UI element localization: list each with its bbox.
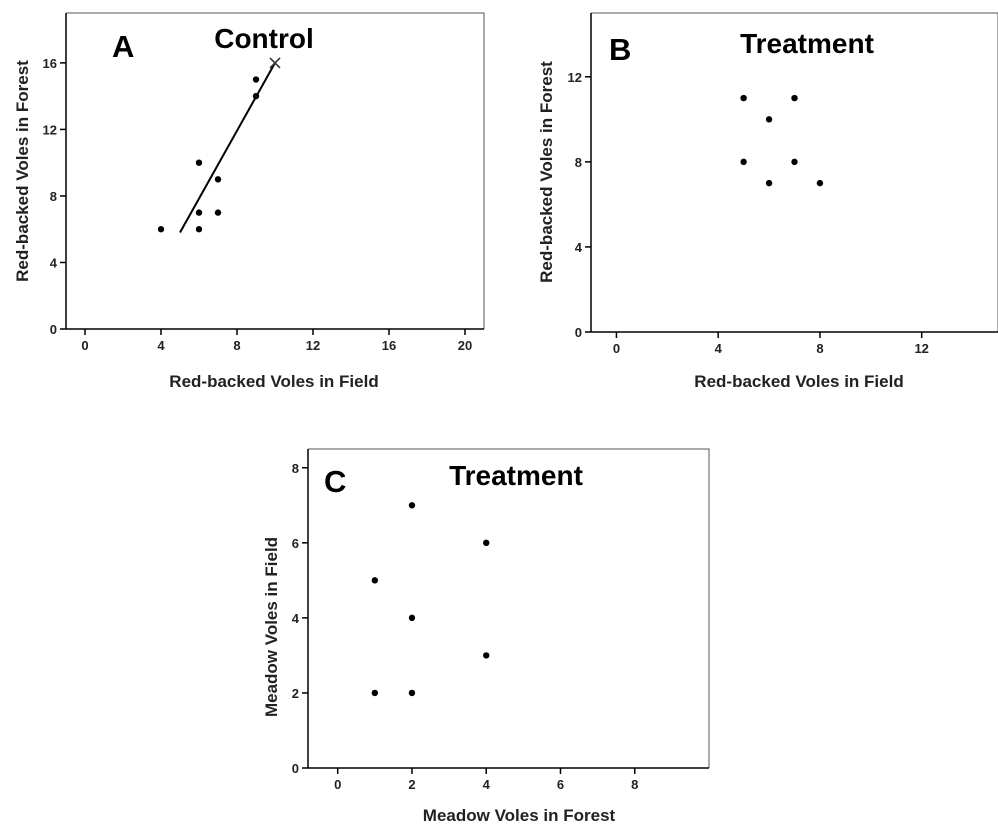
x-marker [269, 57, 281, 69]
x-tick-label: 4 [483, 777, 491, 792]
data-point [252, 92, 260, 100]
y-tick-label: 6 [292, 536, 299, 551]
plot-frame [591, 12, 998, 332]
x-tick-label: 20 [458, 338, 472, 353]
data-point [195, 226, 203, 233]
y-axis-title: Red-backed Voles in Forest [537, 61, 556, 283]
x-tick-label: 8 [631, 777, 638, 792]
data-point [740, 158, 747, 166]
chart-panel-c: 0 2 4 6 8 0 2 4 6 8 Meadow Voles in Forest Meadow V… [262, 448, 710, 825]
data-point [408, 614, 416, 622]
panel-title: Treatment [740, 28, 874, 59]
y-tick-label: 0 [292, 761, 299, 776]
regression-line [179, 62, 276, 234]
data-point [214, 176, 222, 183]
data-point [765, 116, 773, 123]
x-tick-label: 0 [334, 777, 341, 792]
x-tick-label: 2 [408, 777, 415, 792]
data-point [765, 179, 773, 187]
data-point [816, 179, 824, 187]
x-axis-title: Red-backed Voles in Field [694, 372, 903, 391]
y-axis-title: Meadow Voles in Field [262, 537, 281, 717]
plot-frame [66, 12, 485, 329]
panel-letter: B [609, 32, 631, 67]
y-tick-label: 0 [50, 322, 57, 337]
y-tick-label: 16 [43, 56, 57, 71]
y-tick-label: 8 [292, 461, 299, 476]
x-tick-label: 8 [816, 341, 823, 356]
data-point [791, 158, 798, 166]
x-axis-title: Red-backed Voles in Field [169, 372, 378, 391]
y-tick-label: 4 [50, 255, 58, 270]
x-tick-label: 8 [233, 338, 240, 353]
data-point [408, 502, 416, 509]
data-point [371, 577, 379, 584]
data-point [252, 76, 260, 83]
y-tick-label: 4 [292, 611, 300, 626]
data-point [408, 689, 416, 697]
x-tick-label: 12 [306, 338, 320, 353]
data-point [483, 652, 490, 659]
data-point [195, 209, 203, 216]
x-tick-label: 12 [914, 341, 928, 356]
x-tick-label: 4 [157, 338, 165, 353]
x-tick-label: 4 [715, 341, 723, 356]
y-tick-label: 12 [568, 70, 582, 85]
y-tick-label: 4 [575, 240, 583, 255]
plot-frame [308, 448, 710, 768]
data-point [157, 226, 165, 233]
chart-panel-a: 0 4 8 12 16 20 0 4 8 12 16 Red-backed Voles in Fiel… [13, 12, 485, 391]
y-tick-label: 8 [575, 155, 582, 170]
y-tick-label: 0 [575, 325, 582, 340]
x-axis-title: Meadow Voles in Forest [423, 806, 616, 825]
x-tick-label: 0 [81, 338, 88, 353]
data-point [791, 94, 798, 102]
panel-letter: A [112, 29, 134, 64]
data-point [371, 689, 379, 697]
data-point [740, 94, 747, 102]
panel-letter: C [324, 464, 346, 499]
x-tick-label: 16 [382, 338, 396, 353]
data-point [214, 209, 222, 216]
chart-panel-b: 0 4 8 12 0 4 8 12 Red-backed Voles in Field Red-b… [537, 12, 998, 391]
y-axis-title: Red-backed Voles in Forest [13, 60, 32, 282]
panel-title: Treatment [449, 460, 583, 491]
data-point [483, 539, 490, 547]
y-tick-label: 8 [50, 189, 57, 204]
y-tick-label: 2 [292, 686, 299, 701]
y-tick-label: 12 [43, 122, 57, 137]
panel-title: Control [214, 23, 314, 54]
x-tick-label: 6 [557, 777, 564, 792]
x-tick-label: 0 [613, 341, 620, 356]
data-point [195, 159, 203, 166]
